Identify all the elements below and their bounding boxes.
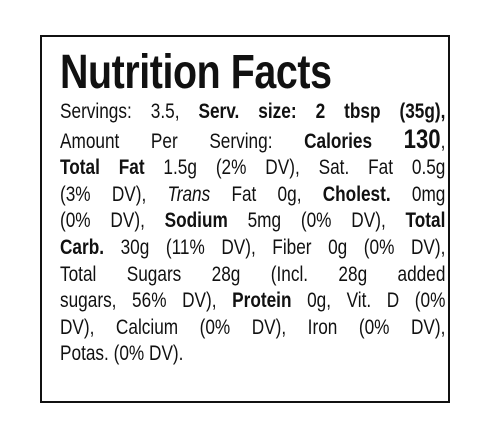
text: Total Sugars 28g (Incl. 28g added bbox=[60, 262, 446, 286]
label-line: (3% DV), Trans Fat 0g, Cholest. 0mg bbox=[60, 182, 445, 209]
text: 0g, Vit. D (0% bbox=[307, 289, 446, 313]
text: Carb. bbox=[60, 235, 105, 259]
calories: 130 bbox=[403, 123, 441, 154]
text: Calories bbox=[304, 129, 373, 153]
label-line: (0% DV), Sodium 5mg (0% DV), Total bbox=[60, 208, 445, 235]
text: , bbox=[440, 129, 446, 153]
label-line: Servings: 3.5, Serv. size: 2 tbsp (35g), bbox=[60, 99, 445, 126]
text: DV), Calcium (0% DV), Iron (0% DV), bbox=[60, 315, 446, 339]
label-content: Nutrition Facts Servings: 3.5, Serv. siz… bbox=[60, 47, 445, 368]
text: 30g (11% DV), Fiber 0g (0% DV), bbox=[120, 235, 446, 259]
label-line: DV), Calcium (0% DV), Iron (0% DV), bbox=[60, 315, 445, 342]
label-line: Total Fat 1.5g (2% DV), Sat. Fat 0.5g bbox=[60, 155, 445, 182]
label-line: Carb. 30g (11% DV), Fiber 0g (0% DV), bbox=[60, 235, 445, 262]
text: Potas. (0% DV). bbox=[60, 342, 184, 366]
label-line: Potas. (0% DV). bbox=[60, 341, 445, 368]
text: sugars, 56% DV), bbox=[60, 289, 217, 313]
text: Cholest. bbox=[322, 182, 391, 206]
label-line: sugars, 56% DV), Protein 0g, Vit. D (0% bbox=[60, 288, 445, 315]
label-line: Amount Per Serving: Calories 130, bbox=[60, 123, 446, 156]
text: Serv. size: 2 tbsp (35g), bbox=[198, 100, 446, 123]
text: Servings: 3.5, bbox=[60, 100, 180, 123]
text: Amount Per Serving: bbox=[60, 129, 273, 153]
text: Total bbox=[405, 209, 446, 233]
text: 5mg (0% DV), bbox=[247, 209, 386, 233]
text: 1.5g (2% DV), Sat. Fat 0.5g bbox=[163, 156, 446, 180]
text: Sodium bbox=[164, 209, 228, 233]
text: 0mg bbox=[411, 182, 446, 206]
text: (3% DV), bbox=[60, 182, 147, 206]
label-title: Nutrition Facts bbox=[60, 46, 332, 99]
text: Total Fat bbox=[60, 156, 145, 180]
label-line: Total Sugars 28g (Incl. 28g added bbox=[60, 262, 445, 289]
text: Fat 0g, bbox=[231, 182, 302, 206]
text: (0% DV), bbox=[60, 209, 145, 233]
text: Protein bbox=[232, 289, 292, 313]
nutrition-label: Nutrition Facts Servings: 3.5, Serv. siz… bbox=[40, 35, 450, 403]
text: Trans bbox=[167, 182, 211, 206]
